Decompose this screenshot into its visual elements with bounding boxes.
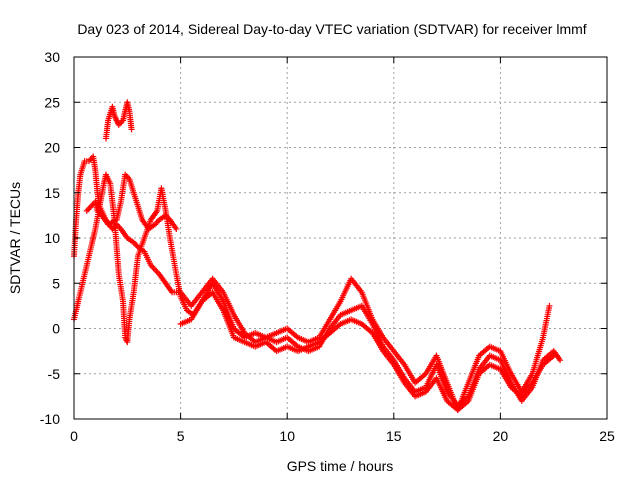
data-marks [71, 99, 564, 413]
y-tick-labels: -10 -5 0 5 10 15 20 25 30 [40, 49, 60, 427]
series-track-d [83, 171, 180, 232]
y-tick-label: 0 [52, 321, 60, 337]
y-tick-label: 15 [44, 185, 60, 201]
x-tick-label: 15 [386, 428, 402, 444]
x-tick-label: 5 [177, 428, 185, 444]
x-tick-labels: 0 5 10 15 20 25 [70, 428, 615, 444]
x-tick-label: 10 [279, 428, 295, 444]
y-tick-label: 5 [52, 275, 60, 291]
y-tick-label: 20 [44, 140, 60, 156]
series-track-e [177, 289, 557, 413]
data-point [173, 225, 180, 232]
y-tick-label: -10 [40, 411, 60, 427]
axis-ticks [73, 56, 608, 420]
chart-title: Day 023 of 2014, Sidereal Day-to-day VTE… [77, 21, 586, 37]
y-axis-title: SDTVAR / TECUs [7, 182, 23, 294]
y-tick-label: -5 [48, 366, 61, 382]
grid-lines [74, 57, 607, 419]
series-track-c [102, 99, 135, 142]
x-tick-label: 25 [599, 428, 615, 444]
data-point [557, 357, 564, 364]
x-tick-label: 20 [493, 428, 509, 444]
series-track-b [71, 153, 564, 409]
y-tick-label: 30 [44, 49, 60, 65]
y-tick-label: 25 [44, 94, 60, 110]
data-point [550, 352, 557, 359]
x-tick-label: 0 [70, 428, 78, 444]
x-axis-title: GPS time / hours [287, 458, 394, 474]
data-point [546, 302, 553, 309]
y-tick-label: 10 [44, 230, 60, 246]
data-point [128, 126, 135, 133]
